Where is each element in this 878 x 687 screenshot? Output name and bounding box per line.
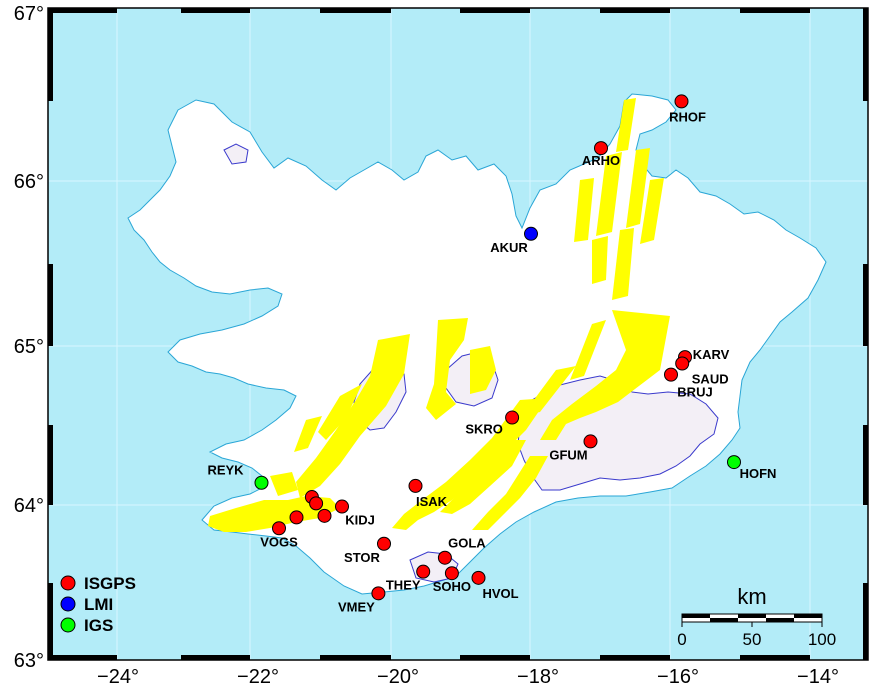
station-marker-saud[interactable] <box>675 356 690 371</box>
station-marker-gola[interactable] <box>437 550 452 565</box>
scale-bar-label: 0 <box>677 630 686 649</box>
legend-label-lmi: LMI <box>84 595 113 614</box>
legend-label-isgps: ISGPS <box>84 574 136 593</box>
station-label-karv: KARV <box>693 347 730 362</box>
longitude-tick-label: −24° <box>97 666 139 687</box>
station-label-skro: SKRO <box>465 422 503 437</box>
station-label-they: THEY <box>386 578 421 593</box>
latitude-tick-label: 63° <box>14 650 44 672</box>
latitude-tick-label: 67° <box>14 3 44 25</box>
longitude-tick-label: −14° <box>797 666 839 687</box>
map-frame <box>47 7 869 661</box>
station-marker-arho[interactable] <box>594 141 608 156</box>
legend-marker-lmi <box>60 596 76 612</box>
station-marker-bruj[interactable] <box>664 367 678 382</box>
station-marker-rhof[interactable] <box>674 94 689 109</box>
longitude-tick-label: −18° <box>517 666 559 687</box>
station-marker-unlabeled[interactable] <box>317 508 332 523</box>
station-label-arho: ARHO <box>582 153 620 168</box>
scale-bar-labels: 0 50 100 <box>677 630 836 649</box>
station-marker-hofn[interactable] <box>727 455 741 470</box>
longitude-tick-labels: −24° −22° −20° −18° −16° −14° <box>97 666 839 687</box>
scale-bar-label: 100 <box>808 630 836 649</box>
station-label-akur: AKUR <box>490 240 528 255</box>
station-marker-reyk[interactable] <box>254 475 269 490</box>
station-marker-isak[interactable] <box>408 478 423 493</box>
station-label-gola: GOLA <box>448 536 486 551</box>
legend-label-igs: IGS <box>84 616 113 635</box>
scale-bar-label: 50 <box>743 630 762 649</box>
station-marker-kidj[interactable] <box>335 499 349 514</box>
station-marker-hvol[interactable] <box>471 570 486 585</box>
legend-marker-igs <box>60 617 76 633</box>
station-label-kidj: KIDJ <box>345 513 375 528</box>
station-label-stor: STOR <box>344 550 380 565</box>
station-marker-vogs[interactable] <box>272 521 286 536</box>
scale-bar: km 0 50 100 <box>677 584 836 649</box>
drangajokull-glacier <box>223 143 249 165</box>
latitude-tick-label: 64° <box>14 495 44 517</box>
latitude-tick-labels: 63° 64° 65° 66° 67° <box>14 3 44 672</box>
station-label-saud: SAUD <box>692 371 729 386</box>
latitude-tick-label: 66° <box>14 171 44 193</box>
station-marker-gfum[interactable] <box>583 434 598 449</box>
station-marker-akur[interactable] <box>524 226 538 241</box>
legend-marker-isgps <box>60 575 76 591</box>
station-marker-vmey[interactable] <box>371 586 386 601</box>
station-marker-they[interactable] <box>416 564 431 579</box>
station-marker-unlabeled[interactable] <box>289 510 304 525</box>
network-legend: ISGPS LMI IGS <box>60 574 136 635</box>
scale-bar-title: km <box>737 584 766 609</box>
station-marker-stor[interactable] <box>377 536 391 551</box>
station-label-soho: SOHO <box>433 579 471 594</box>
station-marker-unlabeled[interactable] <box>309 496 324 511</box>
station-label-hofn: HOFN <box>740 466 777 481</box>
station-marker-skro[interactable] <box>505 410 520 425</box>
fissure-swarms <box>208 98 670 532</box>
station-label-gfum: GFUM <box>549 447 587 462</box>
station-label-vmey: VMEY <box>338 599 375 614</box>
longitude-tick-label: −20° <box>377 666 419 687</box>
station-label-vogs: VOGS <box>260 534 298 549</box>
station-label-isak: ISAK <box>416 494 448 509</box>
station-label-reyk: REYK <box>207 463 244 478</box>
station-label-bruj: BRUJ <box>677 385 712 400</box>
station-label-hvol: HVOL <box>482 586 518 601</box>
station-marker-soho[interactable] <box>444 566 459 581</box>
longitude-tick-label: −16° <box>657 666 699 687</box>
latitude-tick-label: 65° <box>14 336 44 358</box>
station-label-rhof: RHOF <box>669 109 706 124</box>
longitude-tick-label: −22° <box>237 666 279 687</box>
